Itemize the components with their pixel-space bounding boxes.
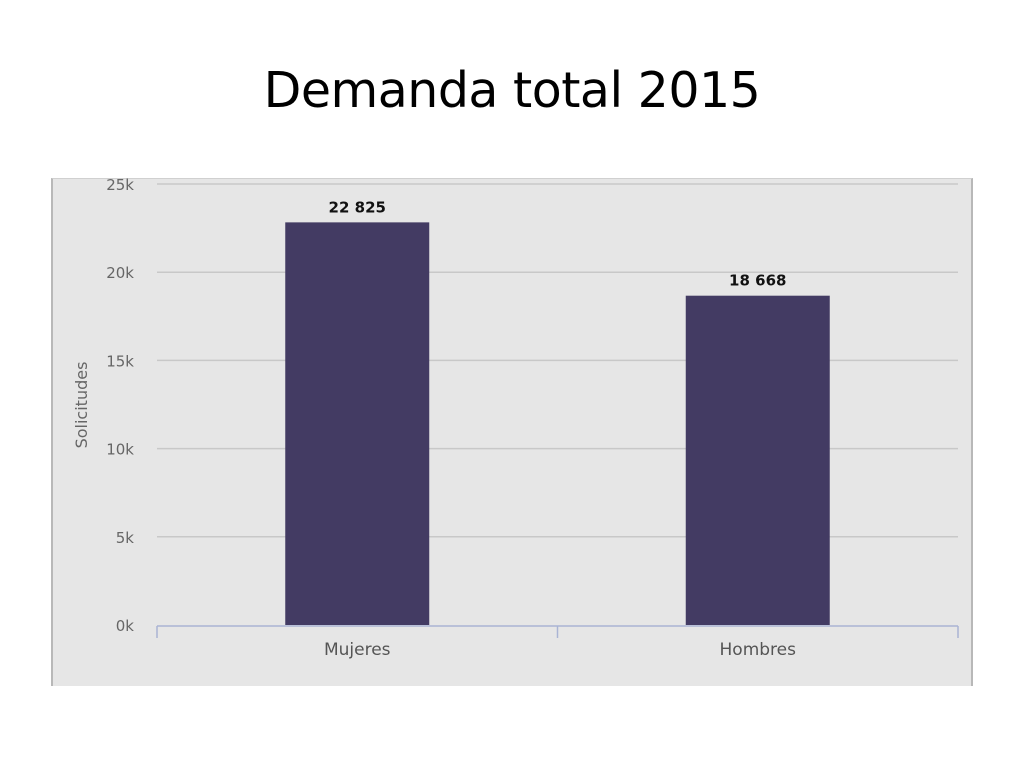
- data-label: 22 825: [329, 198, 386, 216]
- y-tick-label: 10k: [106, 441, 134, 459]
- slide-title: Demanda total 2015: [263, 62, 761, 119]
- bars: [285, 222, 830, 625]
- x-category-label: Mujeres: [324, 640, 391, 660]
- y-axis-title: Solicitudes: [72, 362, 91, 449]
- y-tick-label: 0k: [116, 617, 135, 635]
- y-tick-labels: 0k 5k 10k 15k 20k 25k: [106, 176, 134, 635]
- data-label: 18 668: [729, 272, 786, 290]
- y-tick-label: 15k: [106, 352, 134, 370]
- bar: [285, 222, 430, 625]
- data-labels: 22 825 18 668: [329, 198, 787, 289]
- gridlines: [157, 183, 958, 538]
- y-tick-label: 20k: [106, 264, 134, 282]
- bar: [685, 295, 830, 625]
- y-tick-label: 5k: [116, 529, 135, 547]
- y-tick-label: 25k: [106, 176, 134, 194]
- x-category-label: Hombres: [720, 640, 797, 660]
- x-axis: Mujeres Hombres: [156, 625, 959, 660]
